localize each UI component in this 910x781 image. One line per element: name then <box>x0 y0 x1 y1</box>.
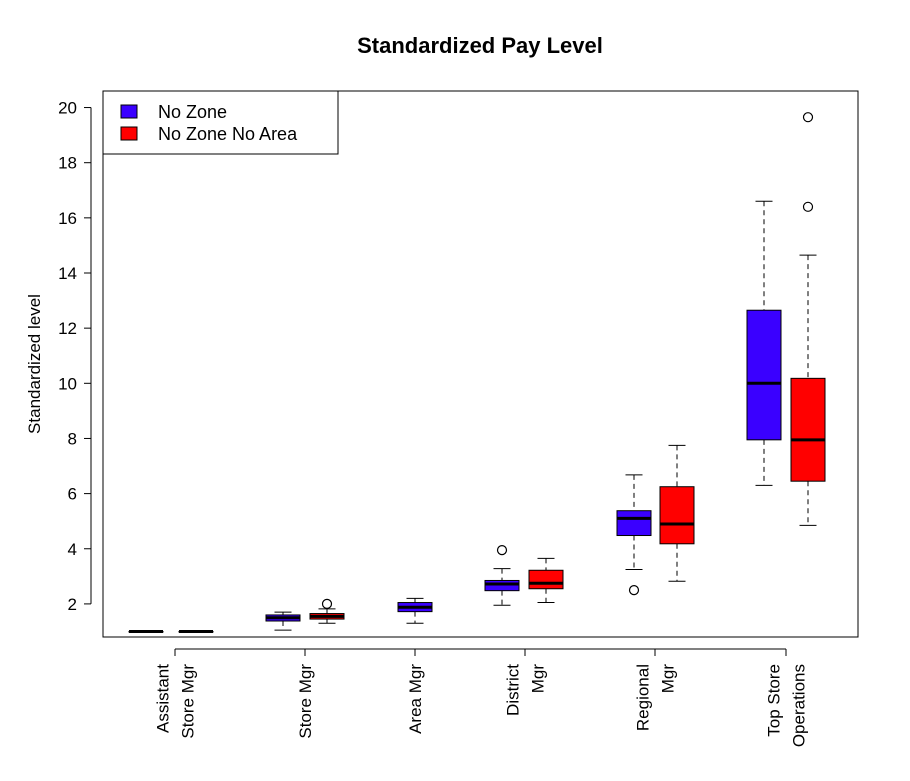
iqr-box <box>746 309 782 441</box>
box-no-zone <box>746 200 782 486</box>
iqr-box <box>484 579 520 592</box>
y-axis-label: Standardized level <box>25 294 44 434</box>
legend-label: No Zone No Area <box>158 124 298 144</box>
y-tick-label: 6 <box>68 485 77 504</box>
legend-swatch <box>120 104 138 119</box>
x-axis: Assistant Store Mgr Store Mgr Area Mgr Distr… <box>154 648 809 747</box>
box-no-zone-no-area <box>659 444 695 582</box>
box-no-zone <box>265 611 301 631</box>
y-tick-label: 10 <box>58 374 77 393</box>
x-tick-label: District <box>504 664 523 716</box>
iqr-box <box>790 377 826 482</box>
y-axis: 2 4 6 8 10 12 14 16 18 20 <box>58 99 92 614</box>
box-no-zone <box>484 545 520 606</box>
x-tick-label: Store Mgr <box>179 664 198 739</box>
y-tick-label: 8 <box>68 429 77 448</box>
legend-box <box>102 90 339 155</box>
x-tick-label: Top Store <box>765 664 784 737</box>
iqr-box <box>659 486 695 545</box>
y-tick-label: 14 <box>58 264 77 283</box>
y-tick-label: 4 <box>68 540 77 559</box>
legend-label: No Zone <box>158 102 227 122</box>
y-tick-label: 12 <box>58 319 77 338</box>
box-no-zone-no-area <box>178 629 214 633</box>
box-no-zone-no-area <box>528 557 564 604</box>
box-no-zone <box>128 629 164 633</box>
y-tick-label: 18 <box>58 154 77 173</box>
x-tick-label: Store Mgr <box>296 664 315 739</box>
x-tick-label: Area Mgr <box>406 664 425 734</box>
x-tick-label: Assistant <box>154 664 173 733</box>
iqr-box <box>528 569 564 590</box>
x-tick-label: Mgr <box>659 664 678 694</box>
chart-title: Standardized Pay Level <box>357 33 603 58</box>
y-tick-label: 20 <box>58 99 77 118</box>
legend-swatch <box>120 126 138 141</box>
box-series <box>128 112 826 633</box>
box-no-zone-no-area <box>790 112 826 526</box>
y-tick-label: 16 <box>58 209 77 228</box>
outlier-point <box>496 545 508 556</box>
outlier-point <box>802 201 814 212</box>
outlier-point <box>321 598 333 610</box>
box-no-zone-no-area <box>309 598 345 624</box>
y-tick-label: 2 <box>68 595 77 614</box>
outlier-point <box>628 585 640 596</box>
outlier-point <box>802 112 814 123</box>
x-tick-label: Mgr <box>529 664 548 694</box>
iqr-box <box>616 510 652 537</box>
box-no-zone <box>616 474 652 596</box>
x-tick-label: Regional <box>634 664 653 731</box>
box-no-zone <box>397 597 433 624</box>
x-tick-label: Operations <box>790 664 809 747</box>
plot-frame <box>102 90 859 638</box>
